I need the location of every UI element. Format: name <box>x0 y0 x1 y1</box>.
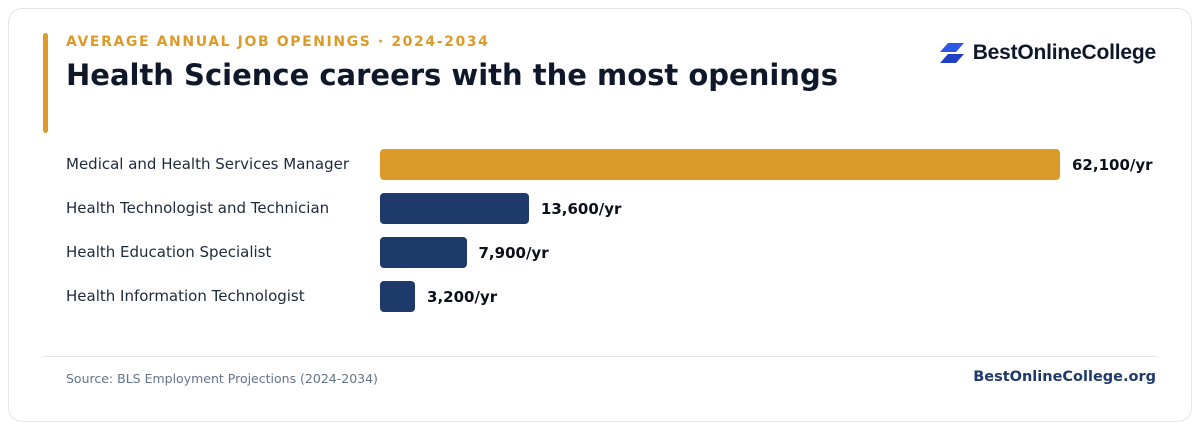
value-label: 7,900/yr <box>478 244 549 262</box>
category-label: Health Information Technologist <box>66 287 305 305</box>
value-label: 3,200/yr <box>427 288 498 306</box>
value-label: 62,100/yr <box>1072 156 1153 174</box>
brand-name: BestOnlineCollege <box>972 41 1157 64</box>
bar <box>380 281 416 312</box>
chart-subtitle: AVERAGE ANNUAL JOB OPENINGS · 2024-2034 <box>66 34 490 50</box>
value-label: 13,600/yr <box>540 200 622 218</box>
category-label: Health Education Specialist <box>66 243 272 261</box>
chart-title: Health Science careers with the most ope… <box>66 58 838 92</box>
bar <box>380 149 1060 180</box>
brand-logo-icon <box>939 43 964 63</box>
category-label: Health Technologist and Technician <box>66 199 330 217</box>
chart-card <box>8 8 1192 422</box>
brand-logo: BestOnlineCollege <box>939 40 1156 66</box>
site-url: BestOnlineCollege.org <box>973 369 1156 385</box>
header-accent-bar <box>43 33 48 133</box>
source-note: Source: BLS Employment Projections (2024… <box>66 371 378 386</box>
footer-divider <box>44 356 1156 357</box>
category-label: Medical and Health Services Manager <box>66 155 350 173</box>
bar <box>380 193 529 224</box>
bar <box>380 237 467 268</box>
